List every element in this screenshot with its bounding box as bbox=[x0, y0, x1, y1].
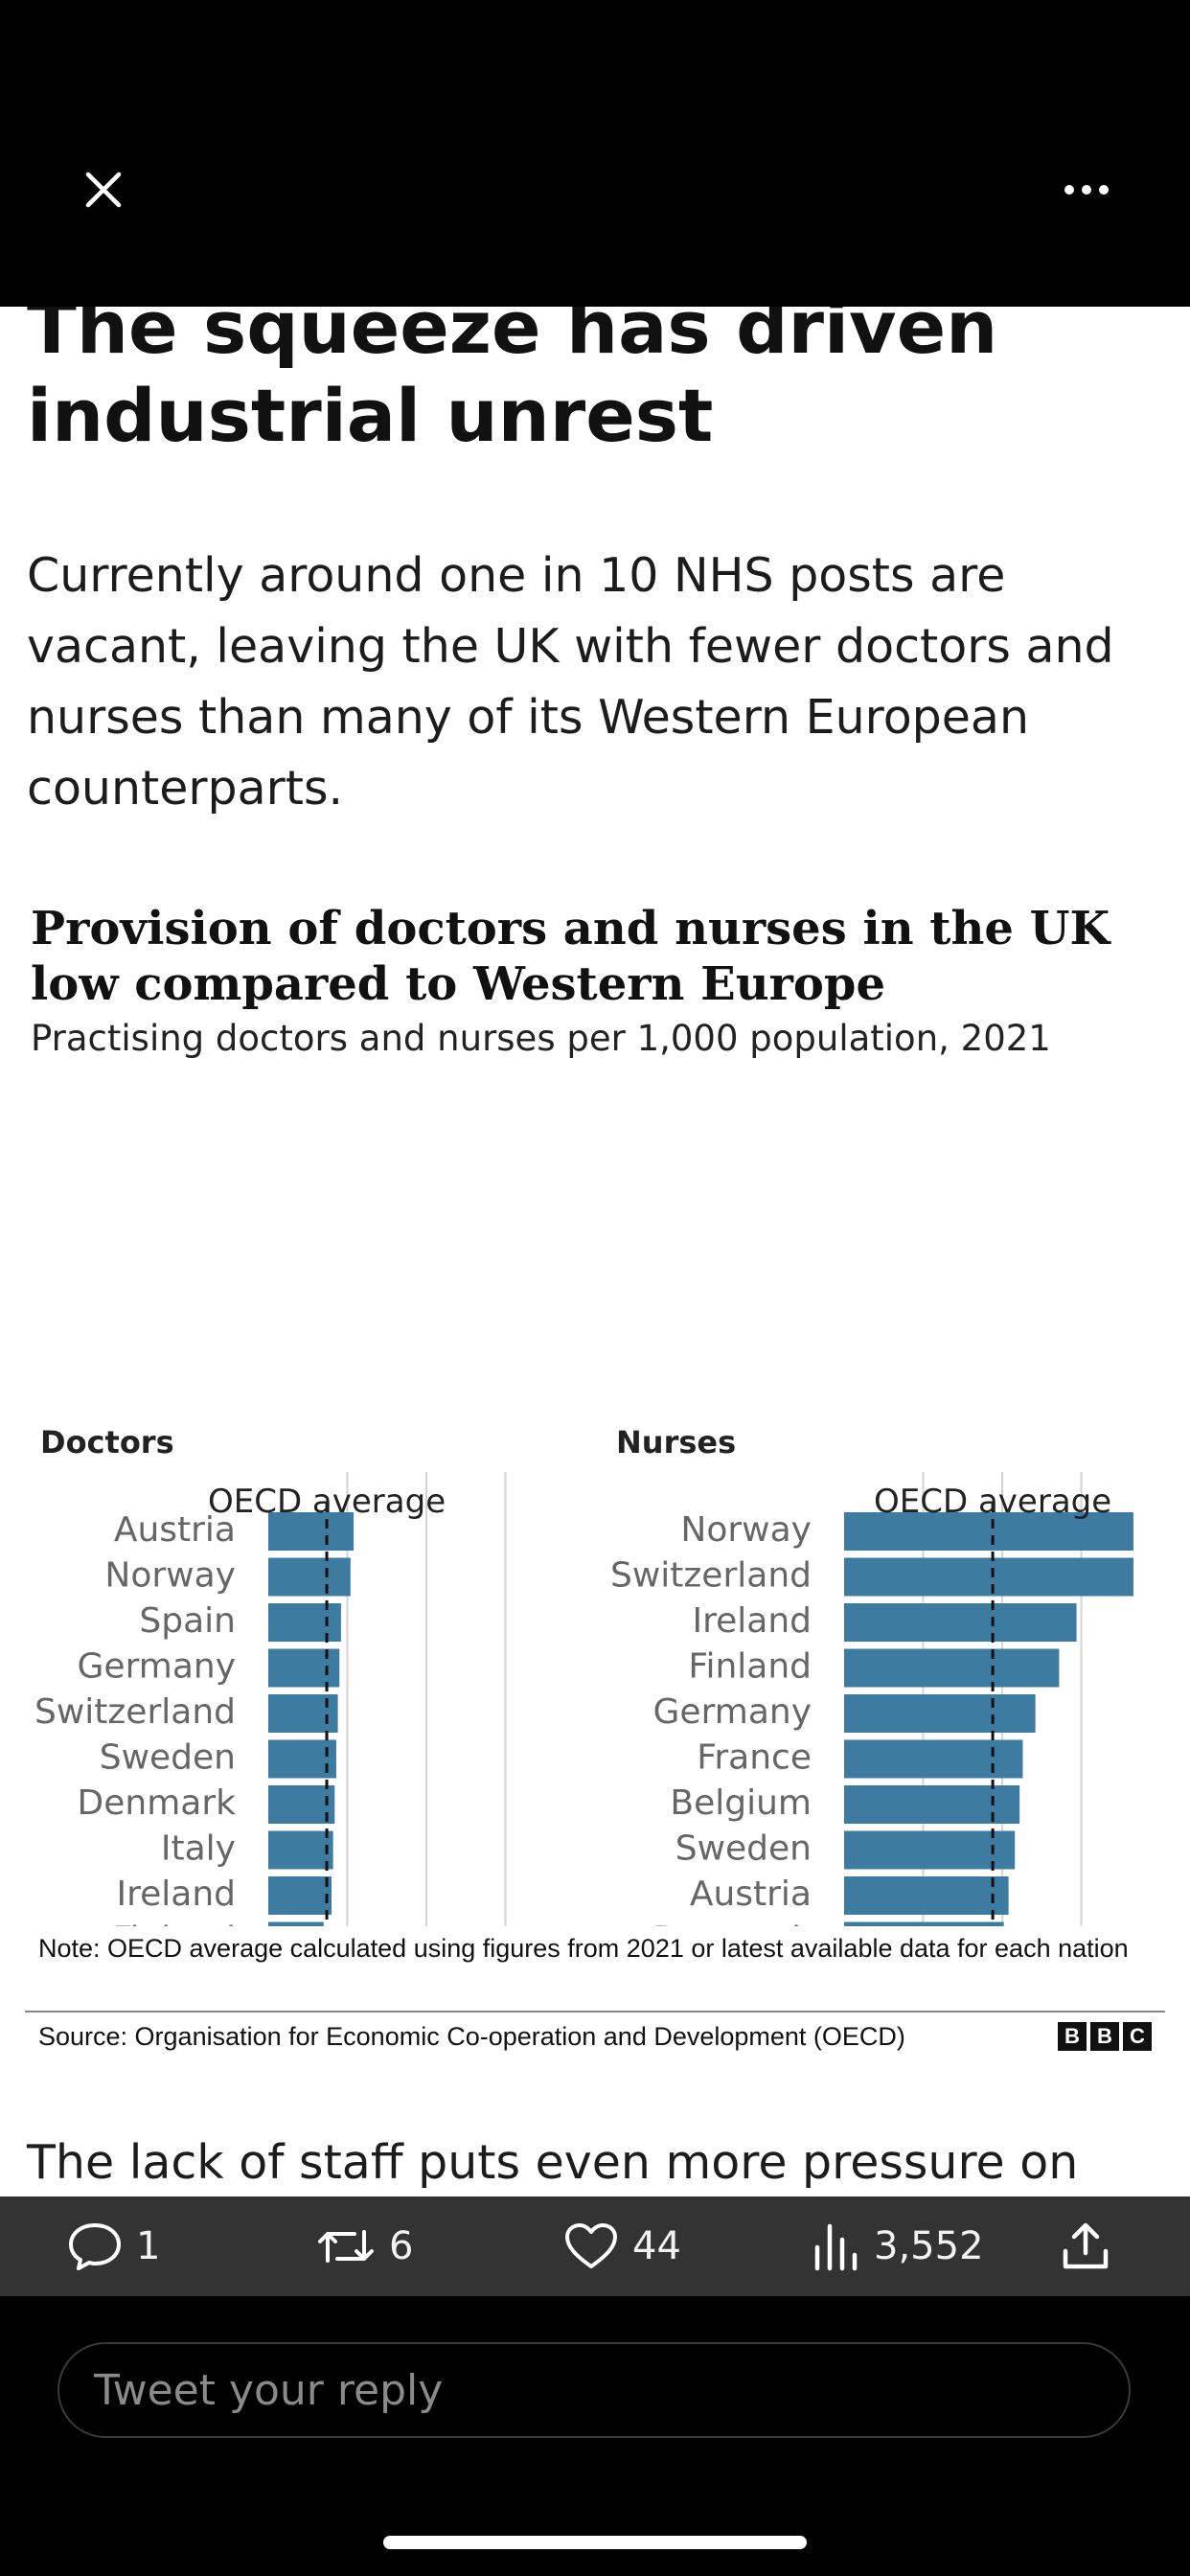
nurses-oecd-average-label: OECD average bbox=[874, 1483, 1111, 1521]
reply-area bbox=[0, 2296, 1190, 2576]
nurses-bar bbox=[844, 1557, 1133, 1597]
doctors-category-label: Switzerland bbox=[34, 1692, 236, 1732]
chart-note: Note: OECD average calculated using figu… bbox=[38, 1934, 1129, 1963]
article-continued: The lack of staff puts even more pressur… bbox=[27, 2135, 1079, 2190]
bbc-logo: B B C bbox=[1058, 2022, 1152, 2051]
like-count: 44 bbox=[632, 2224, 681, 2268]
article-image: The squeeze has driven industrial unrest… bbox=[0, 307, 1190, 2196]
reply-icon bbox=[69, 2223, 121, 2270]
views-button[interactable]: 3,552 bbox=[812, 2216, 984, 2277]
doctors-category-label: Ireland bbox=[116, 1874, 236, 1914]
like-button[interactable]: 44 bbox=[563, 2216, 681, 2277]
nurses-bar bbox=[844, 1694, 1036, 1733]
nurses-bar bbox=[844, 1785, 1020, 1824]
doctors-category-label: Austria bbox=[114, 1510, 236, 1550]
chart-title: Provision of doctors and nurses in the U… bbox=[31, 902, 1110, 1011]
doctors-oecd-average-label: OECD average bbox=[208, 1483, 446, 1521]
top-bar bbox=[0, 0, 1190, 307]
doctors-bar bbox=[268, 1512, 355, 1551]
nurses-panel-title: Nurses bbox=[616, 1424, 736, 1460]
nurses-category-label: Switzerland bbox=[610, 1556, 812, 1596]
doctors-category-label: Sweden bbox=[100, 1738, 236, 1778]
doctors-category-label: Norway bbox=[104, 1556, 236, 1596]
doctors-bar bbox=[268, 1648, 340, 1688]
reply-count: 1 bbox=[136, 2224, 161, 2268]
retweet-count: 6 bbox=[389, 2224, 414, 2268]
nurses-category-label: Norway bbox=[680, 1510, 812, 1550]
nurses-bar bbox=[844, 1603, 1077, 1642]
nurses-bar bbox=[844, 1739, 1023, 1779]
retweet-icon bbox=[318, 2230, 374, 2263]
logo-letter: C bbox=[1123, 2022, 1152, 2051]
doctors-category-label: Finland bbox=[112, 1920, 236, 1927]
nurses-category-label: Austria bbox=[690, 1874, 812, 1914]
nurses-bar bbox=[844, 1830, 1016, 1870]
nurses-bar bbox=[844, 1921, 1004, 1926]
nurses-bar bbox=[844, 1648, 1060, 1688]
bar-charts: Doctors Austria Norway Spain Germany Switzerl… bbox=[34, 1424, 1133, 1927]
close-icon[interactable] bbox=[65, 151, 142, 228]
doctors-bar bbox=[268, 1603, 341, 1642]
nurses-category-label: Finland bbox=[688, 1647, 812, 1687]
logo-letter: B bbox=[1090, 2022, 1119, 2051]
share-icon bbox=[1063, 2222, 1109, 2269]
nurses-bar bbox=[844, 1876, 1009, 1915]
doctors-bar bbox=[268, 1830, 333, 1870]
chart-subtitle: Practising doctors and nurses per 1,000 … bbox=[31, 1018, 1051, 1059]
reply-button[interactable]: 1 bbox=[67, 2216, 160, 2277]
nurses-category-label: Sweden bbox=[675, 1829, 812, 1869]
tweet-action-bar: 1 6 44 3,552 bbox=[0, 2196, 1190, 2296]
nurses-category-label: Ireland bbox=[692, 1601, 812, 1641]
doctors-category-label: Italy bbox=[161, 1829, 236, 1869]
doctors-bar bbox=[268, 1557, 351, 1597]
chart-source: Source: Organisation for Economic Co-ope… bbox=[38, 2022, 905, 2051]
share-button[interactable] bbox=[1060, 2216, 1111, 2277]
doctors-category-label: Denmark bbox=[78, 1783, 237, 1823]
nurses-category-label: Germany bbox=[653, 1692, 812, 1732]
doctors-panel-title: Doctors bbox=[40, 1424, 174, 1460]
nurses-bar bbox=[844, 1512, 1133, 1551]
tweet-reply-input[interactable] bbox=[57, 2342, 1131, 2438]
retweet-button[interactable]: 6 bbox=[316, 2216, 413, 2277]
doctors-bar bbox=[268, 1739, 336, 1779]
heart-icon bbox=[565, 2223, 617, 2268]
more-horizontal-icon[interactable] bbox=[1048, 151, 1125, 228]
home-indicator bbox=[383, 2536, 807, 2549]
nurses-category-label: Belgium bbox=[670, 1783, 812, 1823]
doctors-category-label: Germany bbox=[78, 1647, 236, 1687]
source-divider bbox=[25, 2011, 1165, 2012]
article-intro: Currently around one in 10 NHS posts are… bbox=[27, 548, 1114, 816]
nurses-category-label: France bbox=[697, 1738, 812, 1778]
article-headline: The squeeze has driven industrial unrest bbox=[27, 307, 998, 458]
views-icon bbox=[814, 2223, 858, 2271]
logo-letter: B bbox=[1058, 2022, 1087, 2051]
doctors-category-label: Spain bbox=[139, 1601, 236, 1641]
nurses-category-label: Denmark bbox=[653, 1920, 812, 1927]
views-count: 3,552 bbox=[874, 2224, 984, 2268]
doctors-bar bbox=[268, 1785, 335, 1824]
doctors-bar bbox=[268, 1921, 324, 1926]
doctors-bar bbox=[268, 1876, 332, 1915]
